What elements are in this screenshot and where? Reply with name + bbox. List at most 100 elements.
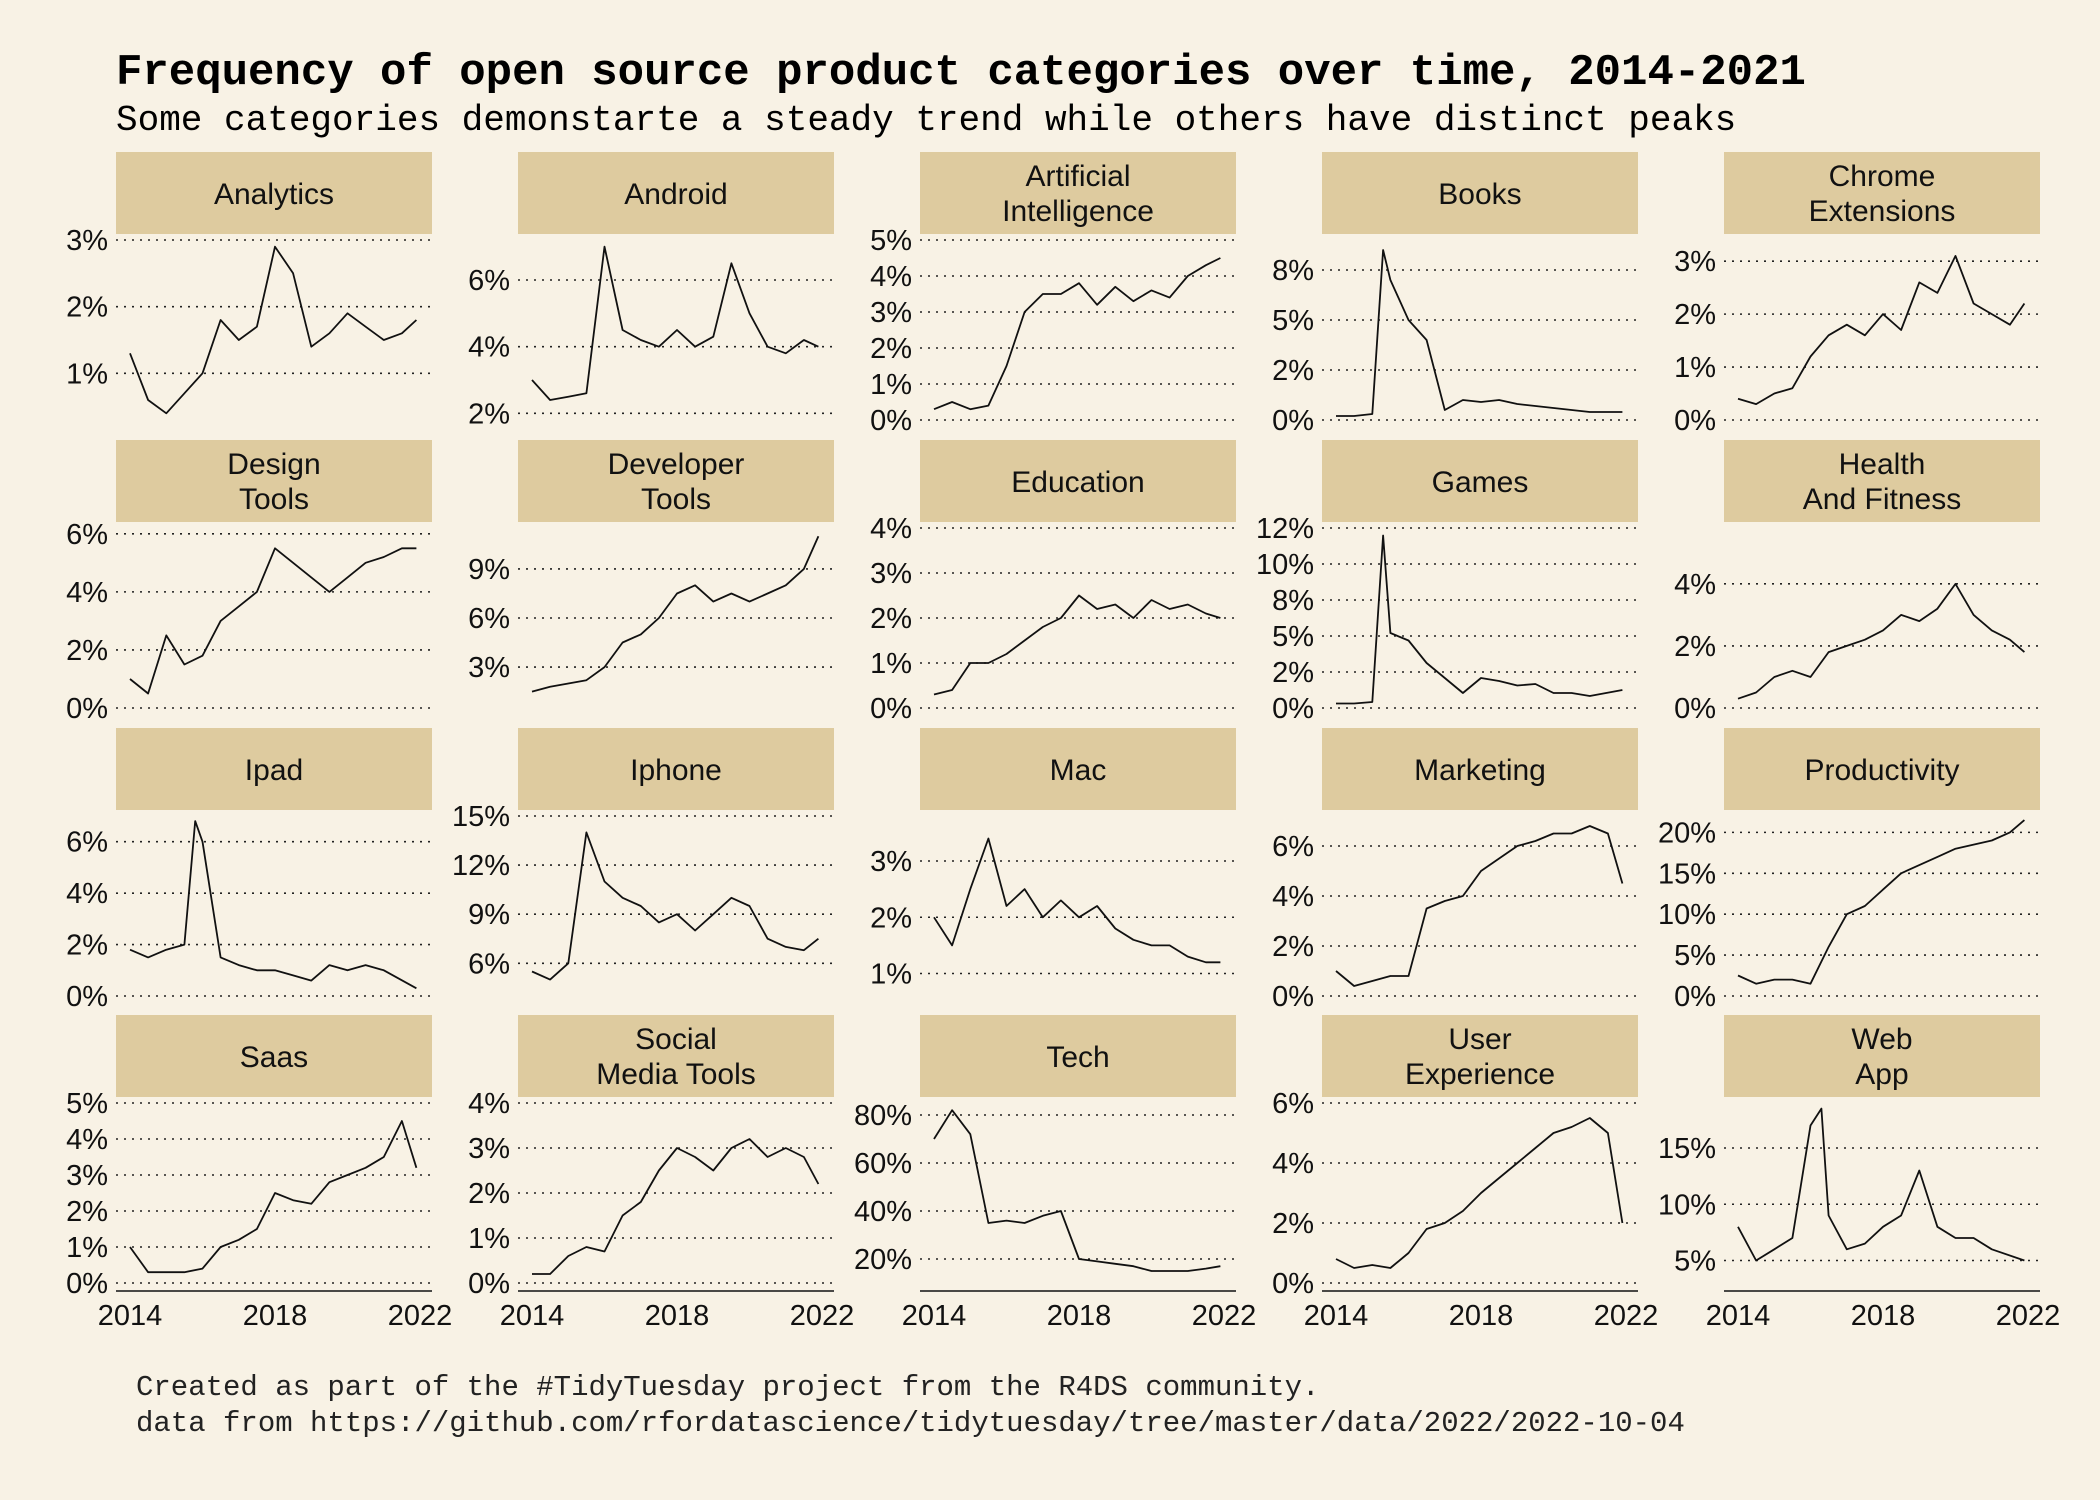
y-tick-label: 3%: [870, 558, 912, 590]
series-line: [129, 1120, 418, 1274]
y-tick-label: 0%: [66, 1268, 108, 1300]
strip-label: Experience: [1405, 1058, 1555, 1091]
strip-label: Productivity: [1804, 754, 1959, 787]
x-tick-label: 2018: [243, 1300, 308, 1332]
y-tick-label: 0%: [1272, 405, 1314, 437]
y-tick-label: 4%: [66, 1124, 108, 1156]
y-tick-label: 2%: [1674, 631, 1716, 663]
strip-ipad: [116, 728, 432, 810]
y-tick-label: 5%: [1272, 621, 1314, 653]
series-line: [933, 594, 1221, 696]
y-tick-label: 6%: [66, 827, 108, 859]
y-tick-label: 1%: [1674, 352, 1716, 384]
y-tick-label: 0%: [870, 693, 912, 725]
panel-mac: Mac 1% 2% 3%: [870, 728, 1236, 991]
panel-ipad: Ipad 0% 2% 4% 6%: [66, 728, 432, 1013]
strip-android: [518, 152, 834, 234]
strip-books: [1322, 152, 1638, 234]
series-line: [129, 547, 417, 695]
series-line: [129, 245, 418, 415]
series-line: [1737, 1107, 2025, 1262]
y-tick-label: 4%: [468, 1088, 510, 1120]
y-tick-label: 0%: [1674, 693, 1716, 725]
strip-productivity: [1724, 728, 2040, 810]
y-tick-label: 12%: [452, 850, 510, 882]
strip-developer-tools: [518, 440, 834, 522]
y-tick-label: 8%: [1272, 585, 1314, 617]
y-tick-label: 15%: [1658, 858, 1716, 890]
strip-social-media-tools: [518, 1015, 834, 1097]
y-tick-label: 5%: [1674, 1246, 1716, 1278]
y-tick-label: 2%: [66, 292, 108, 324]
y-tick-label: 6%: [468, 603, 510, 635]
series-line: [1737, 819, 2025, 985]
x-tick-label: 2018: [1047, 1300, 1112, 1332]
y-tick-label: 2%: [468, 398, 510, 430]
caption: Created as part of the #TidyTuesday proj…: [136, 1370, 1685, 1442]
strip-label: User: [1448, 1023, 1511, 1056]
strip-label: Iphone: [630, 754, 722, 787]
y-tick-label: 0%: [1674, 405, 1716, 437]
x-tick-label: 2014: [500, 1300, 565, 1332]
panel-saas: Saas 0% 1% 2% 3% 4% 5% 2014 2018 2022: [66, 1015, 452, 1332]
panel-tech: Tech 20% 40% 60% 80% 2014 2018 2022: [854, 1015, 1256, 1332]
y-tick-label: 2%: [66, 1196, 108, 1228]
strip-label: Android: [624, 178, 727, 211]
strip-mac: [920, 728, 1236, 810]
series-line: [1335, 1117, 1624, 1269]
chart-title: Frequency of open source product categor…: [116, 48, 1806, 98]
strip-label: Mac: [1050, 754, 1107, 787]
y-tick-label: 4%: [1272, 881, 1314, 913]
x-tick-label: 2018: [1449, 1300, 1514, 1332]
series-line: [531, 535, 820, 693]
strip-iphone: [518, 728, 834, 810]
strip-artificial-intelligence: [920, 152, 1236, 234]
y-tick-label: 80%: [854, 1100, 912, 1132]
strip-analytics: [116, 152, 432, 234]
strip-label: Design: [227, 448, 320, 481]
strip-label: App: [1855, 1058, 1908, 1091]
y-tick-label: 2%: [66, 635, 108, 667]
y-tick-label: 4%: [870, 261, 912, 293]
y-tick-label: 60%: [854, 1148, 912, 1180]
y-tick-label: 3%: [1674, 246, 1716, 278]
series-line: [1335, 825, 1624, 987]
series-line: [531, 831, 819, 981]
strip-label: Media Tools: [596, 1058, 756, 1091]
y-tick-label: 2%: [870, 603, 912, 635]
y-tick-label: 10%: [1658, 1189, 1716, 1221]
strip-design-tools: [116, 440, 432, 522]
strip-label: Social: [635, 1023, 717, 1056]
y-tick-label: 4%: [870, 513, 912, 545]
y-tick-label: 4%: [468, 332, 510, 364]
strip-label: Tools: [239, 483, 309, 516]
series-line: [933, 257, 1221, 411]
series-line: [531, 245, 819, 401]
y-tick-label: 5%: [66, 1088, 108, 1120]
series-line: [1336, 534, 1623, 705]
x-tick-label: 2018: [1851, 1300, 1916, 1332]
y-tick-label: 2%: [870, 902, 912, 934]
y-tick-label: 15%: [452, 801, 510, 833]
y-tick-label: 5%: [1674, 940, 1716, 972]
strip-label: Ipad: [245, 754, 303, 787]
y-tick-label: 3%: [66, 225, 108, 257]
y-tick-label: 3%: [66, 1160, 108, 1192]
strip-label: Books: [1438, 178, 1521, 211]
y-tick-label: 2%: [1272, 657, 1314, 689]
x-tick-label: 2022: [1996, 1300, 2061, 1332]
panel-games: Games 0% 2% 5% 8% 10% 12%: [1256, 440, 1638, 725]
y-tick-label: 2%: [870, 333, 912, 365]
x-tick-label: 2022: [1594, 1300, 1659, 1332]
y-tick-label: 9%: [468, 899, 510, 931]
y-tick-label: 1%: [66, 1232, 108, 1264]
strip-label: Extensions: [1809, 195, 1956, 228]
y-tick-label: 0%: [1272, 693, 1314, 725]
series-line: [1737, 583, 2025, 700]
panel-books: Books 0% 2% 5% 8%: [1272, 152, 1638, 437]
y-tick-label: 15%: [1658, 1133, 1716, 1165]
